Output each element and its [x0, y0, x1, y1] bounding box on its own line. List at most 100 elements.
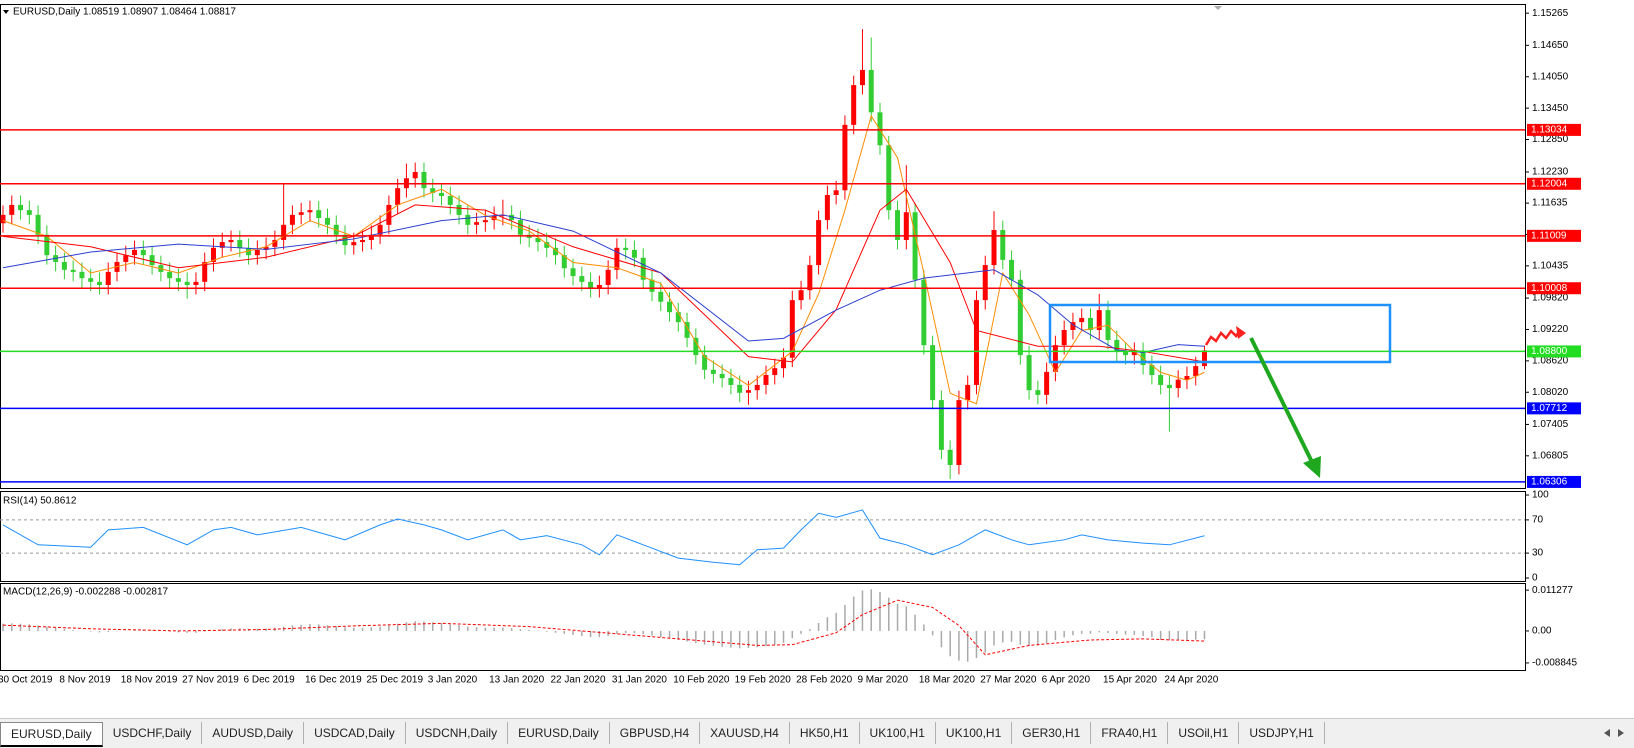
level-label-bg	[1527, 123, 1581, 136]
chart-window: 1.15265 1.14650 1.14050 1.13450 1.12850 1.122…	[0, 4, 1581, 686]
tab[interactable]: UK100,H1	[936, 722, 1013, 744]
candle-body	[623, 247, 629, 250]
candle-body	[9, 204, 15, 215]
candle-body	[947, 449, 953, 465]
candle-body	[26, 210, 32, 215]
tab[interactable]: GBPUSD,H4	[610, 722, 701, 744]
candle-body	[105, 271, 111, 285]
drawn-path-head	[1236, 326, 1246, 339]
candle-body	[535, 237, 541, 243]
candle-body	[1035, 390, 1041, 395]
y-tick-label: 1.06805	[1532, 450, 1569, 461]
candle-body	[833, 190, 839, 195]
candle-body	[184, 281, 190, 285]
y-tick-label: 100	[1532, 490, 1549, 501]
level-label-bg	[1527, 475, 1581, 488]
tab[interactable]: FRA40,H1	[1091, 722, 1169, 744]
candle-body	[921, 279, 927, 346]
candle-body	[237, 239, 243, 248]
candle-body	[1123, 351, 1129, 356]
candle-body	[79, 271, 85, 279]
candle-body	[842, 124, 848, 191]
candle-body	[412, 171, 418, 179]
candle-body	[307, 210, 313, 213]
candle-body	[702, 355, 708, 370]
candle-body	[1184, 376, 1190, 380]
candle-body	[824, 194, 830, 221]
drawn-arrow	[1249, 337, 1314, 463]
candle-body	[912, 212, 918, 280]
tab[interactable]: EURUSD,Daily	[0, 722, 103, 747]
main-title: EURUSD,Daily 1.08519 1.08907 1.08464 1.0…	[13, 7, 236, 18]
y-tick-label: 1.08020	[1532, 387, 1569, 398]
x-tick-label: 15 Apr 2020	[1103, 675, 1157, 686]
candle-body	[1026, 355, 1032, 391]
y-tick-label: 1.15265	[1532, 8, 1569, 19]
candle-body	[1079, 317, 1085, 323]
tab[interactable]: USDJPY,H1	[1239, 722, 1325, 744]
candle-body	[272, 239, 278, 247]
tab[interactable]: USDCAD,Daily	[304, 722, 406, 744]
x-tick-label: 31 Jan 2020	[612, 675, 667, 686]
x-tick-label: 6 Dec 2019	[244, 675, 296, 686]
candle-body	[710, 369, 716, 374]
candle-body	[44, 234, 50, 256]
candle-body	[263, 246, 269, 250]
candle-body	[123, 255, 129, 262]
y-tick-label: 1.12230	[1532, 167, 1569, 178]
candle-body	[35, 214, 41, 235]
x-tick-label: 9 Mar 2020	[857, 675, 908, 686]
x-tick-label: 13 Jan 2020	[489, 675, 544, 686]
rsi-line	[2, 509, 1205, 566]
tab[interactable]: HK50,H1	[790, 722, 860, 744]
tab-scroll[interactable]	[1594, 722, 1634, 744]
candle-body	[719, 373, 725, 379]
candle-body	[1017, 279, 1023, 356]
x-tick-label: 16 Dec 2019	[305, 675, 362, 686]
tab-bar: EURUSD,Daily USDCHF,Daily AUDUSD,Daily USDC…	[0, 718, 1634, 748]
candle-body	[982, 265, 988, 301]
tab[interactable]: GER30,H1	[1012, 722, 1092, 744]
candle-body	[886, 145, 892, 211]
scroll-left[interactable]	[1604, 729, 1610, 737]
candle-body	[1087, 317, 1093, 330]
candle-body	[395, 188, 401, 205]
candle-body	[140, 249, 146, 256]
y-tick-label: 70	[1532, 515, 1544, 526]
tab[interactable]: AUDUSD,Daily	[202, 722, 305, 744]
candle-body	[868, 69, 874, 113]
candle-body	[1201, 350, 1207, 367]
candle-body	[149, 255, 155, 266]
candle-body	[193, 281, 199, 285]
candle-body	[430, 188, 436, 193]
y-tick-label: 1.08620	[1532, 355, 1569, 366]
x-tick-label: 28 Feb 2020	[796, 675, 853, 686]
candle-body	[386, 204, 392, 225]
tab[interactable]: USOil,H1	[1168, 722, 1240, 744]
candle-body	[70, 269, 76, 272]
scroll-right[interactable]	[1618, 729, 1624, 737]
tab[interactable]: XAUUSD,H4	[700, 722, 790, 744]
level-label: 1.13034	[1531, 125, 1568, 136]
candle-body	[781, 357, 787, 369]
candle-body	[351, 242, 357, 246]
drawn-path	[1204, 329, 1242, 346]
candle-body	[1158, 374, 1164, 385]
candle-body	[798, 290, 804, 301]
menu-arrow[interactable]	[3, 10, 9, 14]
drawn-arrow-head	[1303, 456, 1321, 478]
tab[interactable]: USDCHF,Daily	[103, 722, 203, 744]
level-label: 1.12004	[1531, 178, 1568, 189]
tab[interactable]: USDCNH,Daily	[406, 722, 509, 744]
candle-body	[667, 301, 673, 313]
candle-body	[930, 345, 936, 401]
tab[interactable]: UK100,H1	[860, 722, 936, 744]
y-tick-label: 0.00	[1532, 626, 1552, 637]
main-panel	[0, 4, 1526, 489]
candle-body	[316, 210, 322, 219]
tab[interactable]: EURUSD,Daily	[508, 722, 610, 744]
candle-body	[0, 214, 6, 224]
candle-body	[132, 249, 138, 256]
candle-body	[737, 384, 743, 393]
